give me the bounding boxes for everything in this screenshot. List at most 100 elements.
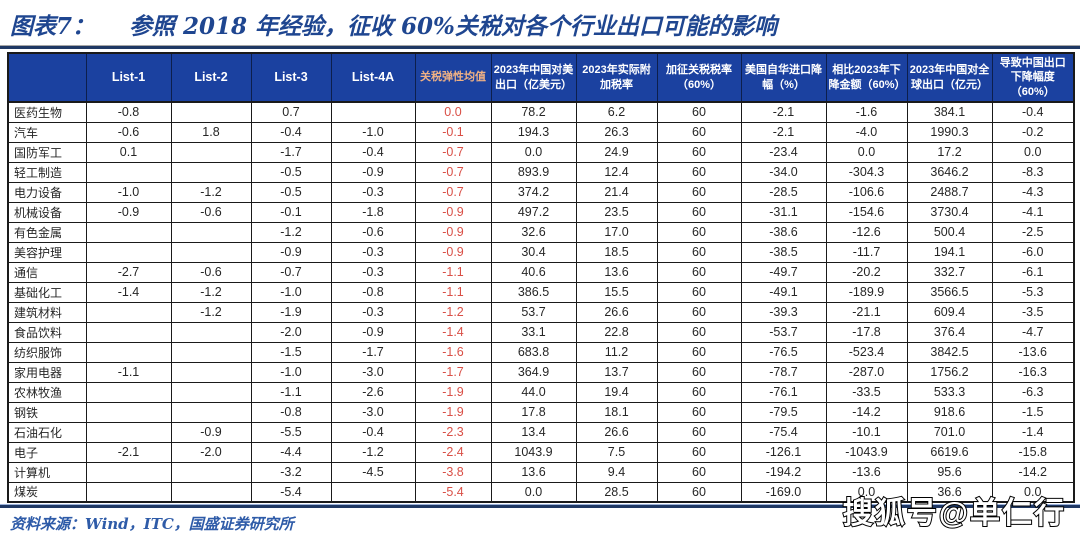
tariff-impact-table: List-1 List-2 List-3 List-4A 关税弹性均值 2023年中国对美… (7, 52, 1075, 503)
data-cell: -6.1 (991, 261, 1075, 283)
data-cell: -4.4 (250, 441, 332, 463)
data-cell: -75.4 (740, 421, 827, 443)
data-cell: -76.5 (740, 341, 827, 363)
data-cell: 683.8 (490, 341, 577, 363)
data-cell: 3566.5 (906, 281, 993, 303)
table-row: 纺织服饰 -1.5 -1.7 -1.6 683.8 11.2 60 -76.5 -523.4 38… (7, 341, 1075, 363)
watermark-sohu: 搜狐号@单仁行 (842, 496, 1066, 531)
data-cell: -1.2 (330, 441, 416, 463)
table-bottom-rule (0, 504, 1080, 508)
data-cell: -0.6 (85, 121, 172, 143)
data-cell (170, 321, 252, 343)
data-cell: 26.6 (575, 301, 658, 323)
data-cell: -0.7 (250, 261, 332, 283)
data-cell: 60 (656, 101, 742, 123)
data-cell: 60 (656, 481, 742, 503)
data-cell: -0.5 (250, 181, 332, 203)
data-cell: -1.2 (170, 281, 252, 303)
data-cell: -49.7 (740, 261, 827, 283)
data-cell: -2.3 (414, 421, 492, 443)
data-cell: 33.1 (490, 321, 577, 343)
data-cell: 18.5 (575, 241, 658, 263)
data-cell (170, 361, 252, 383)
data-cell: -1.0 (250, 361, 332, 383)
data-cell: 28.5 (575, 481, 658, 503)
data-cell: -0.2 (991, 121, 1075, 143)
data-cell (170, 161, 252, 183)
data-cell: 24.9 (575, 141, 658, 163)
data-cell: 60 (656, 201, 742, 223)
data-cell: 60 (656, 241, 742, 263)
data-cell (170, 101, 252, 123)
industry-cell: 美容护理 (7, 241, 87, 263)
data-cell: 1.8 (170, 121, 252, 143)
data-cell: -3.0 (330, 361, 416, 383)
table-row: 国防军工 0.1 -1.7 -0.4 -0.7 0.0 24.9 60 -23.4 0.0 17.2… (7, 141, 1075, 163)
data-cell: 60 (656, 181, 742, 203)
data-cell: -13.6 (825, 461, 908, 483)
data-cell: 60 (656, 361, 742, 383)
data-cell: 7.5 (575, 441, 658, 463)
industry-cell: 食品饮料 (7, 321, 87, 343)
data-cell: -39.3 (740, 301, 827, 323)
table-row: 电力设备 -1.0 -1.2 -0.5 -0.3 -0.7 374.2 21.4 60 -28.5… (7, 181, 1075, 203)
data-cell (330, 481, 416, 503)
data-cell: 60 (656, 301, 742, 323)
data-cell: -14.2 (991, 461, 1075, 483)
industry-cell: 机械设备 (7, 201, 87, 223)
data-cell (85, 241, 172, 263)
data-cell: -0.3 (330, 241, 416, 263)
data-cell: -5.4 (414, 481, 492, 503)
data-cell: -1.8 (330, 201, 416, 223)
data-cell: -28.5 (740, 181, 827, 203)
data-cell: -1.2 (170, 181, 252, 203)
data-cell: 918.6 (906, 401, 993, 423)
data-cell: 17.0 (575, 221, 658, 243)
header-col-8: 加征关税税率（60%） (656, 52, 742, 103)
data-cell: -0.4 (330, 141, 416, 163)
data-cell: -0.8 (250, 401, 332, 423)
industry-cell: 有色金属 (7, 221, 87, 243)
data-cell: 6.2 (575, 101, 658, 123)
data-cell: -1.2 (414, 301, 492, 323)
data-cell: -1.9 (414, 381, 492, 403)
data-cell: -1.1 (414, 261, 492, 283)
data-cell: -0.6 (330, 221, 416, 243)
table-body: 医药生物 -0.8 0.7 0.0 78.2 6.2 60 -2.1 -1.6 384.1 -0.4… (7, 101, 1075, 503)
data-cell: -1.1 (414, 281, 492, 303)
industry-cell: 汽车 (7, 121, 87, 143)
header-col-7: 2023年实际附加税率 (575, 52, 658, 103)
industry-cell: 家用电器 (7, 361, 87, 383)
data-cell: 384.1 (906, 101, 993, 123)
data-cell: 78.2 (490, 101, 577, 123)
data-cell: -1.1 (250, 381, 332, 403)
data-cell: -1.1 (85, 361, 172, 383)
data-cell: -194.2 (740, 461, 827, 483)
data-cell: 533.3 (906, 381, 993, 403)
data-cell: 53.7 (490, 301, 577, 323)
data-cell: -1.0 (250, 281, 332, 303)
data-cell: -34.0 (740, 161, 827, 183)
data-cell: -20.2 (825, 261, 908, 283)
data-cell: -21.1 (825, 301, 908, 323)
table-row: 机械设备 -0.9 -0.6 -0.1 -1.8 -0.9 497.2 23.5 60 -31.1… (7, 201, 1075, 223)
data-cell: 500.4 (906, 221, 993, 243)
data-cell: 0.0 (825, 481, 908, 503)
industry-cell: 基础化工 (7, 281, 87, 303)
data-cell: 19.4 (575, 381, 658, 403)
data-cell: -0.4 (330, 421, 416, 443)
industry-cell: 通信 (7, 261, 87, 283)
data-cell: -15.8 (991, 441, 1075, 463)
header-col-10: 相比2023年下降金额（60%） (825, 52, 908, 103)
data-cell: 23.5 (575, 201, 658, 223)
table-row: 建筑材料 -1.2 -1.9 -0.3 -1.2 53.7 26.6 60 -39.3 -21.1… (7, 301, 1075, 323)
data-cell: 0.0 (414, 101, 492, 123)
figure-title: 图表7： 参照 2018 年经验，征收 60%关税对各个行业出口可能的影响 (0, 0, 1080, 41)
data-cell: -0.9 (414, 201, 492, 223)
data-cell: -1.5 (991, 401, 1075, 423)
data-cell: 11.2 (575, 341, 658, 363)
data-cell: -4.3 (991, 181, 1075, 203)
data-cell: -13.6 (991, 341, 1075, 363)
data-cell: 44.0 (490, 381, 577, 403)
data-cell: -106.6 (825, 181, 908, 203)
